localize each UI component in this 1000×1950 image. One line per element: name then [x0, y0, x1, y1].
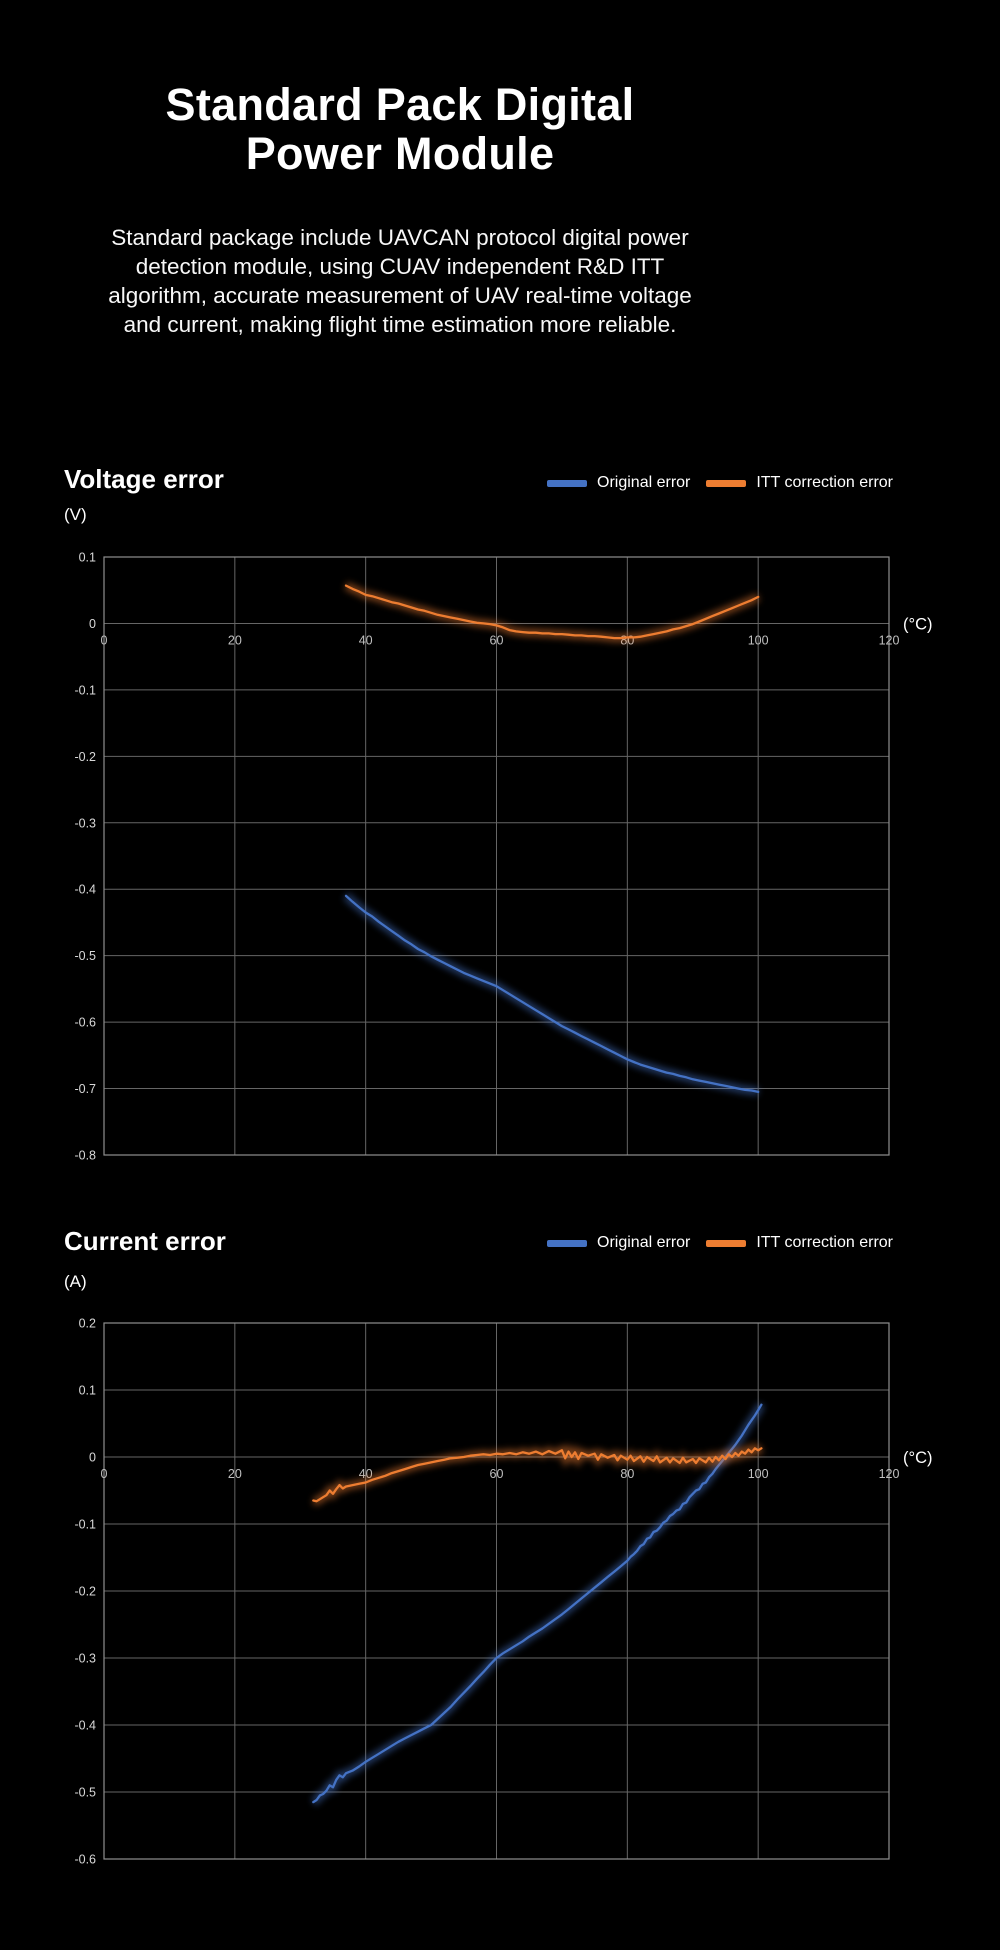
description: Standard package include UAVCAN protocol…: [40, 223, 760, 339]
svg-text:-0.7: -0.7: [74, 1082, 96, 1096]
page-title: Standard Pack Digital Power Module: [0, 80, 800, 178]
itt-correction-error-line: [312, 1447, 763, 1503]
page-title-line2: Power Module: [245, 128, 555, 179]
original-error-line: [344, 894, 760, 1094]
description-line: detection module, using CUAV independent…: [135, 254, 665, 279]
y-axis-tick-labels: 0.1 0 -0.1 -0.2 -0.3 -0.4 -0.5 -0.6 -0.7 -0.8: [74, 551, 96, 1163]
voltage-error-chart: 0.1 0 -0.1 -0.2 -0.3 -0.4 -0.5 -0.6 -0.7 -0.8 0 20 4…: [74, 551, 933, 1163]
svg-text:-0.2: -0.2: [74, 1585, 96, 1599]
legend-label: Original error: [597, 1234, 691, 1251]
y-axis-tick-labels: 0.2 0.1 0 -0.1 -0.2 -0.3 -0.4 -0.5 -0.6: [74, 1317, 96, 1867]
svg-text:20: 20: [228, 1467, 242, 1481]
plot-border: [103, 556, 890, 1156]
description-line: algorithm, accurate measurement of UAV r…: [108, 283, 692, 308]
svg-text:-0.3: -0.3: [74, 1652, 96, 1666]
original-error-line: [312, 1403, 763, 1804]
current-chart-legend: Original error ITT correction error: [547, 1232, 893, 1254]
legend-label: ITT correction error: [756, 474, 893, 491]
x-axis-tick-labels: 0 20 40 60 80 100 120: [101, 633, 900, 647]
current-chart-title: Current error: [64, 1226, 226, 1256]
svg-text:-0.3: -0.3: [74, 816, 96, 830]
x-unit-label: (°C): [903, 615, 933, 633]
svg-text:0.1: 0.1: [79, 551, 96, 565]
current-y-unit-label: (A): [64, 1272, 87, 1291]
svg-text:100: 100: [748, 1467, 769, 1481]
svg-text:0.1: 0.1: [79, 1384, 96, 1398]
description-line: Standard package include UAVCAN protocol…: [111, 225, 689, 250]
svg-text:0.2: 0.2: [79, 1317, 96, 1331]
svg-text:100: 100: [748, 633, 769, 647]
svg-text:0: 0: [89, 1451, 96, 1465]
svg-text:60: 60: [490, 633, 504, 647]
svg-text:-0.5: -0.5: [74, 949, 96, 963]
itt-correction-error-swatch: [706, 479, 747, 487]
svg-text:-0.2: -0.2: [74, 750, 96, 764]
plot-border: [103, 1322, 890, 1860]
voltage-chart-title: Voltage error: [64, 464, 224, 494]
original-error-swatch: [547, 1239, 588, 1247]
svg-text:-0.4: -0.4: [74, 883, 96, 897]
svg-text:-0.6: -0.6: [74, 1016, 96, 1030]
svg-text:-0.8: -0.8: [74, 1149, 96, 1163]
itt-correction-error-line-glow: [344, 582, 760, 643]
svg-text:-0.6: -0.6: [74, 1853, 96, 1867]
svg-text:120: 120: [879, 633, 900, 647]
svg-text:0: 0: [101, 633, 108, 647]
legend-item-original-error: Original error: [547, 1234, 690, 1252]
legend-item-original-error: Original error: [547, 474, 690, 492]
grid-lines: [103, 1322, 890, 1860]
svg-text:-0.1: -0.1: [74, 1518, 96, 1532]
legend-label: Original error: [597, 474, 691, 491]
current-error-chart: 0.20.10-0.1-0.2-0.3-0.4-0.5-0.60 20 40 60 80…: [74, 1317, 933, 1867]
legend-item-itt-correction-error: ITT correction error: [706, 1234, 893, 1252]
svg-text:0: 0: [101, 1467, 108, 1481]
voltage-chart-legend: Original error ITT correction error: [547, 472, 893, 494]
svg-text:40: 40: [359, 633, 373, 647]
svg-text:60: 60: [490, 1467, 504, 1481]
svg-text:-0.4: -0.4: [74, 1719, 96, 1733]
original-error-swatch: [547, 479, 588, 487]
svg-text:0: 0: [89, 617, 96, 631]
svg-text:-0.1: -0.1: [74, 683, 96, 697]
x-unit-label: (°C): [903, 1449, 933, 1467]
original-error-line-glow: [343, 892, 760, 1096]
svg-text:120: 120: [879, 1467, 900, 1481]
svg-text:20: 20: [228, 633, 242, 647]
svg-text:-0.5: -0.5: [74, 1786, 96, 1800]
voltage-y-unit-label: (V): [64, 505, 87, 524]
itt-correction-error-swatch: [706, 1239, 747, 1247]
legend-label: ITT correction error: [756, 1234, 893, 1251]
description-line: and current, making flight time estimati…: [123, 312, 677, 337]
x-axis-tick-labels: 0 20 40 60 80 100 120: [101, 1467, 900, 1481]
itt-correction-error-line: [344, 584, 760, 640]
legend-item-itt-correction-error: ITT correction error: [706, 474, 893, 492]
page-title-line1: Standard Pack Digital: [165, 79, 635, 130]
svg-text:80: 80: [620, 1467, 634, 1481]
